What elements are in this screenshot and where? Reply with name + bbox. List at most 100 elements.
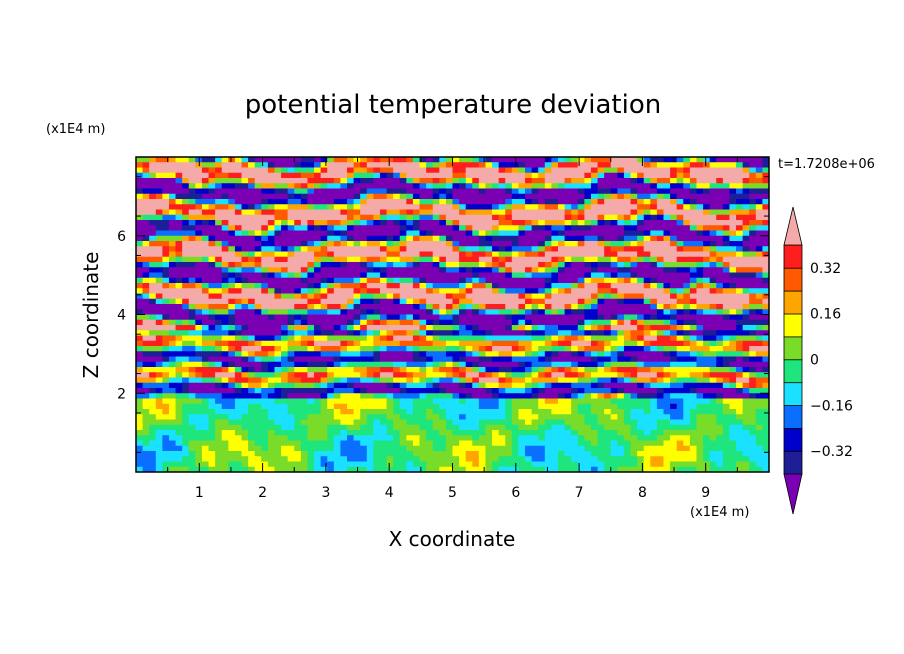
field-cell [683,314,691,321]
field-cell [498,293,506,300]
field-cell [597,314,605,321]
field-cell [340,283,348,289]
field-cell [531,246,539,253]
field-cell [584,346,592,352]
field-cell [604,424,612,431]
field-cell [755,277,763,284]
field-cell [281,172,289,179]
field-cell [511,356,520,363]
field-cell [314,251,322,258]
field-cell [590,235,599,242]
field-cell [538,330,546,337]
field-cell [261,225,269,232]
field-cell [412,298,421,305]
field-cell [577,388,585,394]
field-cell [373,361,381,368]
field-cell [590,204,599,211]
field-cell [637,424,645,431]
field-cell [432,272,440,279]
field-cell [755,340,763,347]
field-cell [379,209,388,216]
field-cell [709,409,717,415]
field-cell [703,183,711,190]
field-cell [215,167,223,174]
field-cell [703,377,711,384]
field-cell [300,241,309,247]
field-cell [511,172,520,179]
field-cell [149,309,157,316]
field-cell [314,403,322,410]
field-cell [736,414,744,421]
field-cell [571,335,579,342]
field-cell [544,230,552,237]
field-cell [155,262,163,268]
field-cell [459,262,467,268]
field-cell [379,403,388,410]
field-cell [729,293,737,300]
field-cell [221,388,229,394]
field-cell [558,214,566,221]
field-cell [518,220,526,226]
field-cell [485,314,493,321]
field-cell [241,340,249,347]
field-cell [254,398,262,405]
field-cell [637,325,645,331]
field-cell [577,335,585,342]
field-cell [201,262,210,268]
field-cell [201,277,210,284]
field-cell [663,377,671,384]
field-cell [518,178,526,184]
field-cell [162,204,170,211]
field-cell [656,241,665,247]
field-cell [254,330,262,337]
field-cell [241,288,249,295]
field-cell [597,298,605,305]
field-cell [386,419,394,426]
field-cell [742,157,750,163]
field-cell [709,319,717,326]
field-cell [571,325,579,331]
field-cell [498,267,506,274]
field-cell [716,199,724,205]
field-cell [168,178,177,184]
field-cell [597,325,605,331]
y-scale-label: (x1E4 m) [46,122,105,137]
field-cell [149,157,157,163]
field-cell [722,220,731,226]
field-cell [505,288,513,295]
field-cell [498,403,506,410]
field-cell [525,298,533,305]
field-cell [564,424,572,431]
field-cell [670,293,678,300]
field-cell [604,246,612,253]
field-cell [498,409,506,415]
field-cell [419,220,427,226]
field-cell [584,183,592,190]
field-cell [366,335,374,342]
field-cell [353,214,361,221]
field-cell [709,325,717,331]
field-cell [749,188,757,195]
field-cell [683,188,691,195]
field-cell [419,403,427,410]
field-cell [426,172,434,179]
field-cell [577,330,585,337]
field-cell [623,199,632,205]
field-cell [393,188,401,195]
field-cell [584,377,592,384]
field-cell [379,193,388,200]
field-cell [234,235,243,242]
field-cell [162,335,170,342]
field-cell [142,283,150,289]
field-cell [353,382,361,389]
field-cell [564,262,572,268]
field-cell [459,414,467,421]
field-cell [248,204,256,211]
field-cell [393,293,401,300]
field-cell [637,230,645,237]
field-cell [459,382,467,389]
field-cell [571,388,579,394]
field-cell [663,351,671,358]
field-cell [610,414,618,421]
field-cell [136,351,144,358]
